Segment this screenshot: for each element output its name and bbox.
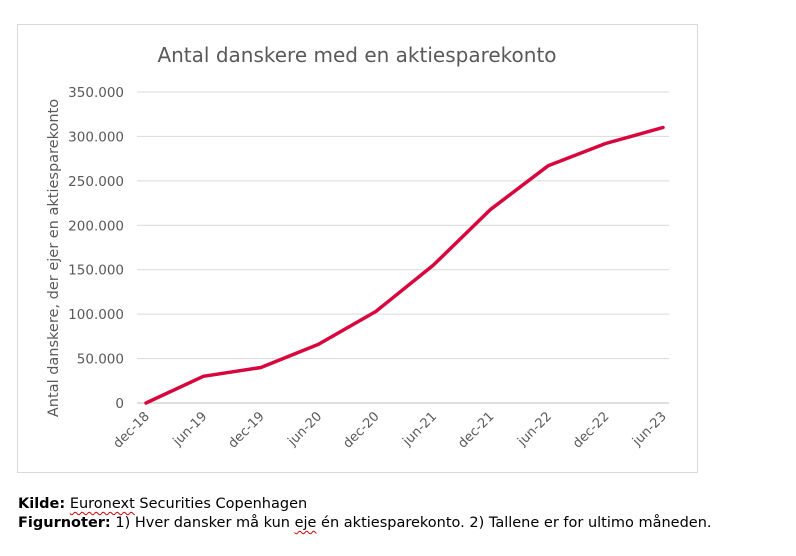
y-tick-label: 250.000 (68, 174, 124, 190)
x-tick-label: jun-22 (514, 409, 555, 450)
y-tick-label: 100.000 (68, 307, 124, 323)
x-tick-label: jun-19 (170, 409, 211, 450)
y-axis-label: Antal danskere, der ejer en aktiespareko… (46, 99, 62, 417)
series-layer (144, 125, 665, 405)
series-line (144, 125, 665, 405)
x-tick-label: jun-23 (629, 409, 670, 450)
source-text-post: Securities Copenhagen (134, 496, 308, 512)
y-tick-label: 50.000 (77, 352, 124, 368)
notes-label: Figurnoter: (18, 515, 111, 531)
notes-text-pre: 1) Hver dansker må kun (110, 515, 295, 531)
source-note: Kilde: Euronext Securities Copenhagen (18, 496, 307, 512)
source-label: Kilde: (18, 496, 66, 512)
y-tick-label: 200.000 (68, 218, 124, 234)
x-tick-label: dec-21 (455, 409, 497, 451)
y-tick-label: 350.000 (68, 85, 124, 101)
notes-text-post: én aktiesparekonto. 2) Tallene er for ul… (316, 515, 712, 531)
x-tick-label: jun-20 (285, 409, 326, 450)
x-tick-label: dec-19 (226, 409, 268, 451)
gridlines (137, 91, 669, 404)
x-tick-label: dec-22 (570, 409, 612, 451)
x-tick-label: jun-21 (400, 409, 441, 450)
chart-area (17, 24, 698, 473)
x-tick-label: dec-18 (111, 409, 153, 451)
x-tick-labels: dec-18 jun-19 dec-19 jun-20 dec-20 jun-21 dec-… (111, 409, 670, 451)
y-tick-label: 0 (115, 396, 124, 412)
source-text-underlined: Euronext (69, 496, 135, 512)
figure-notes: Figurnoter: 1) Hver dansker må kun eje é… (18, 515, 712, 531)
y-tick-label: 300.000 (68, 129, 124, 145)
notes-text-underlined: eje (294, 515, 317, 531)
y-tick-labels: 0 50.000 100.000 150.000 200.000 250.000 300.0… (68, 85, 124, 412)
y-tick-label: 150.000 (68, 263, 124, 279)
chart-title: Antal danskere med en aktiesparekonto (157, 43, 556, 67)
x-tick-label: dec-20 (340, 409, 382, 451)
